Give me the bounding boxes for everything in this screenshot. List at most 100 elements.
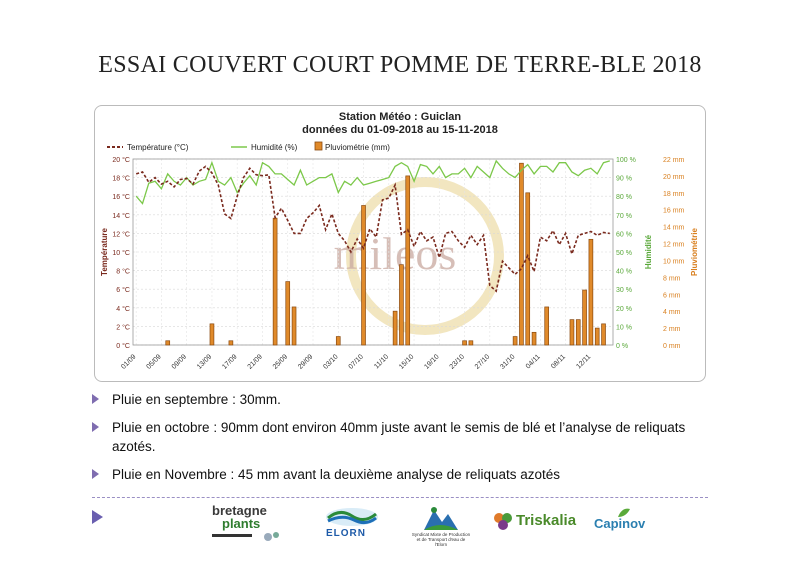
- x-tick-label: 12/11: [575, 353, 592, 370]
- weather-chart: Station Météo : Guiclan données du 01-09-…: [94, 105, 706, 382]
- plot-border: [132, 158, 614, 346]
- watermark-text: mileos: [334, 228, 457, 279]
- y-axis-title-humidity: Humidité: [644, 234, 653, 269]
- x-tick-label: 23/10: [449, 353, 466, 370]
- x-tick-label: 09/09: [171, 353, 188, 370]
- rain-bar: [209, 323, 215, 346]
- y-tick-rain: 6 mm: [663, 292, 681, 299]
- y-tick-temperature: 8 °C: [116, 268, 130, 276]
- bullet-arrow-icon: [92, 469, 99, 479]
- y-tick-rain: 16 mm: [663, 208, 685, 215]
- y-tick-rain: 14 mm: [663, 225, 685, 232]
- y-tick-temperature: 6 °C: [116, 286, 130, 294]
- y-tick-temperature: 0 °C: [116, 342, 130, 350]
- rain-bar: [525, 192, 531, 346]
- watermark-ring: [346, 177, 504, 335]
- logo-text: bretagne: [212, 503, 267, 518]
- x-tick-label: 07/10: [348, 353, 365, 370]
- y-tick-humidity: 50 %: [616, 250, 632, 257]
- rain-bar: [569, 319, 575, 346]
- y-tick-humidity: 80 %: [616, 194, 632, 201]
- y-tick-temperature: 18 °C: [112, 175, 130, 183]
- x-tick-label: 04/11: [525, 353, 542, 370]
- bullet-text: Pluie en octobre : 90mm dont environ 40m…: [112, 420, 686, 454]
- x-tick-label: 01/09: [120, 353, 137, 370]
- y-tick-humidity: 10 %: [616, 324, 632, 331]
- x-tick-label: 05/09: [145, 353, 162, 370]
- y-tick-rain: 22 mm: [663, 157, 685, 164]
- rain-bar: [512, 336, 518, 346]
- x-tick-label: 21/09: [247, 353, 264, 370]
- legend-label: Humidité (%): [251, 143, 298, 152]
- rain-bar: [392, 310, 398, 346]
- y-axis-title-rain: Pluviométrie: [690, 227, 699, 276]
- logo-text: Capinov: [594, 516, 646, 531]
- y-tick-humidity: 20 %: [616, 306, 632, 313]
- y-tick-humidity: 0 %: [616, 343, 628, 350]
- rain-bar: [291, 306, 297, 346]
- rain-bar: [601, 323, 606, 346]
- capinov-logo: Capinov: [590, 506, 652, 542]
- bretagne-plants-logo: bretagne plants: [212, 504, 284, 542]
- rain-bar: [544, 306, 549, 346]
- y-axis-title-temperature: Température: [100, 228, 109, 276]
- y-tick-humidity: 90 %: [616, 176, 632, 183]
- y-tick-temperature: 2 °C: [116, 323, 130, 331]
- page-title: ESSAI COUVERT COURT POMME DE TERRE-BLE 2…: [98, 52, 702, 78]
- logo-text: plants: [222, 516, 261, 531]
- bullet-text: Pluie en Novembre : 45 mm avant la deuxi…: [112, 467, 560, 482]
- chart-subtitle: données du 01-09-2018 au 15-11-2018: [302, 124, 498, 136]
- syndicat-graphic-icon: [424, 507, 458, 530]
- legend-label: Température (°C): [127, 143, 189, 152]
- syndicat-logo: Syndicat Mixte de Production et de Trans…: [410, 504, 472, 547]
- logo-graphic: [212, 532, 279, 541]
- capinov-leaf-icon: [618, 508, 630, 517]
- bullet-arrow-icon: [92, 422, 99, 432]
- x-tick-label: 31/10: [499, 353, 516, 370]
- rain-bar: [531, 331, 537, 346]
- x-tick-label: 19/10: [423, 353, 440, 370]
- y-tick-rain: 4 mm: [663, 309, 681, 316]
- bullet-arrow-icon: [92, 394, 99, 404]
- y-tick-rain: 8 mm: [663, 275, 681, 282]
- rain-bar: [519, 162, 524, 346]
- rain-bar: [575, 319, 581, 346]
- y-tick-temperature: 14 °C: [112, 212, 130, 220]
- y-tick-humidity: 70 %: [616, 213, 632, 220]
- y-tick-rain: 20 mm: [663, 174, 685, 181]
- x-tick-label: 15/10: [398, 353, 415, 370]
- logo-text: Syndicat Mixte de Production et de Trans…: [411, 532, 471, 547]
- humidity-series-line: [135, 159, 610, 205]
- bullet-item: Pluie en octobre : 90mm dont environ 40m…: [92, 418, 692, 456]
- chart-title: Station Météo : Guiclan: [339, 111, 462, 123]
- y-tick-temperature: 10 °C: [112, 249, 130, 257]
- rain-bar: [335, 336, 341, 346]
- y-tick-humidity: 100 %: [616, 157, 636, 164]
- rain-bar: [285, 281, 291, 346]
- bullet-item: Pluie en Novembre : 45 mm avant la deuxi…: [92, 465, 692, 484]
- bullet-item: Pluie en septembre : 30mm.: [92, 390, 692, 409]
- legend-label: Pluviométrie (mm): [325, 143, 390, 152]
- legend-swatch-rain: [314, 141, 323, 151]
- x-tick-label: 27/10: [474, 353, 491, 370]
- y-tick-humidity: 30 %: [616, 287, 632, 294]
- y-tick-temperature: 4 °C: [116, 305, 130, 313]
- rain-bar: [361, 205, 366, 346]
- y-tick-rain: 0 mm: [663, 343, 681, 350]
- triskalia-icon: [494, 513, 512, 530]
- y-tick-rain: 18 mm: [663, 191, 685, 198]
- rain-bar: [405, 175, 411, 346]
- logo-text: Triskalia: [516, 512, 577, 529]
- x-tick-label: 25/09: [272, 353, 289, 370]
- y-tick-humidity: 60 %: [616, 231, 632, 238]
- rain-bar: [228, 340, 234, 346]
- y-tick-temperature: 20 °C: [112, 156, 130, 164]
- x-tick-label: 13/09: [196, 353, 213, 370]
- x-tick-label: 29/09: [297, 353, 314, 370]
- rain-bar: [462, 340, 467, 346]
- rain-bar: [588, 238, 594, 346]
- y-tick-rain: 10 mm: [663, 258, 685, 265]
- x-tick-label: 03/10: [322, 353, 339, 370]
- rain-bar: [468, 340, 474, 346]
- footer-divider: [92, 497, 708, 498]
